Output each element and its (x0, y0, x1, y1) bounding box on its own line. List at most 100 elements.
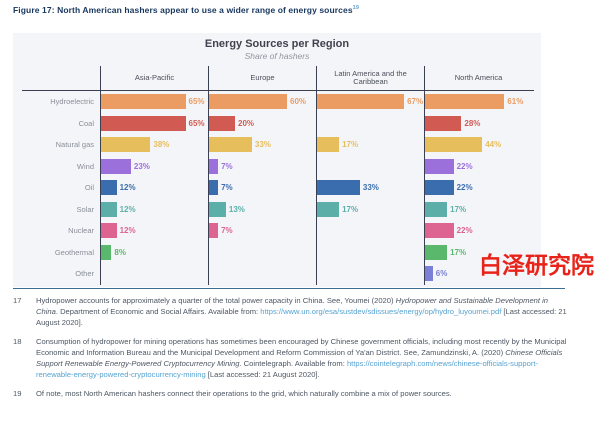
bar-value-label: 17% (450, 204, 467, 214)
chart-cell: 65% (100, 91, 208, 113)
chart-cell (208, 241, 316, 263)
chart-cell: 8% (100, 241, 208, 263)
footnote-link[interactable]: https://www.un.org/esa/sustdev/sdissues/… (260, 307, 502, 316)
row-label: Wind (76, 161, 94, 171)
chart-cell: 38% (100, 134, 208, 156)
bar-value-label: 17% (450, 247, 467, 257)
footnote-link[interactable]: https://cointelegraph.com/news/chinese-o… (36, 359, 539, 379)
chart-cell: 22% (424, 220, 532, 242)
bar-value-label: 22% (456, 183, 473, 193)
footnote-divider (13, 288, 565, 289)
footnote-text: Consumption of hydropower for mining ope… (26, 336, 569, 380)
bar (209, 180, 219, 196)
chart-cell: 17% (316, 198, 424, 220)
chart-cell: 17% (316, 134, 424, 156)
footnote-text: Of note, most North American hashers con… (26, 388, 569, 399)
bar (425, 94, 505, 110)
bar-value-label: 12% (119, 226, 136, 236)
footnote-17: 17 Hydropower accounts for approximately … (13, 295, 569, 328)
bar (425, 137, 483, 153)
bar (209, 223, 219, 239)
footnote-segment: Consumption of hydropower for mining ope… (36, 337, 567, 357)
chart-row-nuclear: Nuclear 12% 7% 22% (13, 220, 541, 242)
bar-value-label: 61% (507, 97, 524, 107)
bar (101, 115, 186, 131)
bar-value-label: 12% (119, 183, 136, 193)
chart-row-wind: Wind 23% 7% 22% (13, 155, 541, 177)
chart-row-solar: Solar 12% 13% 17% 17% (13, 198, 541, 220)
bar (101, 94, 186, 110)
row-label: Natural gas (55, 140, 94, 149)
footnote-segment: [Last accessed: 21 August 2020]. (205, 370, 320, 379)
bar (101, 201, 117, 217)
bar-value-label: 33% (254, 140, 271, 150)
chart-cell: 7% (208, 177, 316, 199)
bar-value-label: 17% (342, 204, 359, 214)
chart-table: Asia-Pacific Europe Latin America and the … (13, 66, 541, 285)
chart-cell: 60% (208, 91, 316, 113)
bar-value-label: 65% (188, 97, 205, 107)
column-header-1: Europe (208, 66, 316, 90)
chart-row-coal: Coal 65% 20% 28% (13, 112, 541, 134)
chart-row-other: Other 6% (13, 263, 541, 285)
bar-value-label: 12% (119, 204, 136, 214)
chart-cell (100, 263, 208, 285)
bar-value-label: 23% (133, 161, 150, 171)
chart-cell (316, 263, 424, 285)
chart-cell (316, 112, 424, 134)
bar-value-label: 67% (407, 97, 424, 107)
bar (209, 137, 252, 153)
footnote-segment: Of note, most North American hashers con… (36, 389, 452, 398)
bar-value-label: 22% (456, 161, 473, 171)
column-header-2: Latin America and the Caribbean (316, 66, 424, 90)
row-label: Other (75, 269, 94, 278)
bar (317, 94, 405, 110)
footnote-19: 19 Of note, most North American hashers c… (13, 388, 569, 399)
chart-cell (316, 241, 424, 263)
bar (209, 201, 226, 217)
footnotes-section: 17 Hydropower accounts for approximately … (13, 295, 569, 407)
bar-value-label: 6% (435, 269, 448, 279)
bar (425, 223, 454, 239)
bar-value-label: 8% (114, 247, 126, 257)
column-header-0: Asia-Pacific (100, 66, 208, 90)
row-label: Hydroelectric (50, 97, 94, 106)
bar (317, 180, 360, 196)
chart-title: Energy Sources per Region (204, 38, 350, 50)
row-label: Coal (78, 118, 94, 128)
footnote-segment: . Department of Economic and Social Affa… (55, 307, 261, 316)
chart-cell: 12% (100, 220, 208, 242)
chart-cell: 61% (424, 91, 532, 113)
bar (425, 244, 448, 260)
row-label-spacer (13, 66, 100, 90)
bar-value-label: 20% (238, 118, 255, 128)
bar-value-label: 7% (221, 226, 233, 236)
chart-cell (208, 263, 316, 285)
bar-value-label: 22% (456, 226, 473, 236)
footnote-segment: Chinese Officials Support Renewable Ener… (36, 348, 563, 368)
footnote-segment: Hydropower accounts for approximately a … (36, 296, 396, 305)
energy-sources-chart: Energy Sources per Region Share of hashe… (13, 33, 541, 287)
bar (101, 137, 151, 153)
chart-cell: 28% (424, 112, 532, 134)
row-label: Oil (84, 183, 94, 192)
footnote-number: 18 (13, 337, 22, 346)
header-underline (22, 90, 534, 91)
bar (425, 266, 433, 282)
chart-cell: 23% (100, 155, 208, 177)
figure-caption-footnote-ref: 19 (352, 5, 359, 12)
bar (425, 180, 454, 196)
bar-value-label: 7% (221, 183, 233, 193)
bar (101, 180, 117, 196)
chart-cell: 20% (208, 112, 316, 134)
footnote-segment: [Last accessed: 21 August 2020]. (36, 307, 567, 327)
footnote-18: 18 Consumption of hydropower for mining o… (13, 336, 569, 380)
row-label: Geothermal (54, 247, 94, 257)
chart-cell: 33% (208, 134, 316, 156)
bar (209, 115, 235, 131)
footnote-segment: Hydropower and Sustainable Development i… (36, 296, 549, 316)
bar-value-label: 7% (221, 161, 233, 171)
chart-cell: 7% (208, 220, 316, 242)
bar (425, 158, 454, 174)
chart-row-geothermal: Geothermal 8% 17% (13, 241, 541, 263)
